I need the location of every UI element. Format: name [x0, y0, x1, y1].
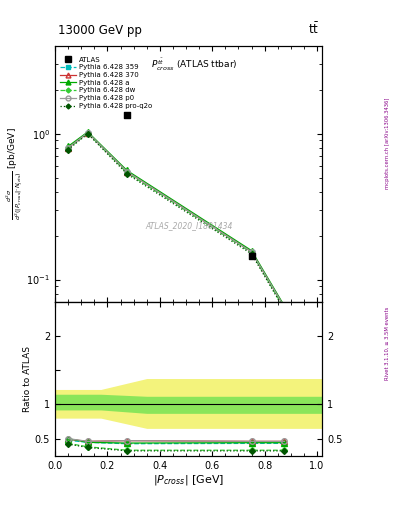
Legend: ATLAS, Pythia 6.428 359, Pythia 6.428 370, Pythia 6.428 a, Pythia 6.428 dw, Pyth: ATLAS, Pythia 6.428 359, Pythia 6.428 37…	[58, 54, 154, 112]
Text: 13000 GeV pp: 13000 GeV pp	[58, 24, 141, 37]
Pythia 6.428 dw	[282, 306, 286, 312]
Pythia 6.428 dw	[249, 249, 254, 255]
Pythia 6.428 pro-q2o	[282, 307, 286, 313]
Pythia 6.428 a	[249, 247, 254, 253]
Line: Pythia 6.428 370: Pythia 6.428 370	[65, 130, 287, 310]
Pythia 6.428 p0	[249, 249, 254, 255]
Pythia 6.428 pro-q2o	[85, 131, 90, 137]
Pythia 6.428 359	[282, 304, 286, 310]
Pythia 6.428 a	[282, 303, 286, 309]
Text: t$\bar{\rm t}$: t$\bar{\rm t}$	[309, 22, 320, 37]
Pythia 6.428 359	[125, 168, 129, 175]
Pythia 6.428 p0	[282, 304, 286, 310]
Pythia 6.428 359	[85, 130, 90, 136]
Pythia 6.428 pro-q2o	[125, 171, 129, 177]
Pythia 6.428 pro-q2o	[66, 146, 70, 153]
Text: Rivet 3.1.10, ≥ 3.5M events: Rivet 3.1.10, ≥ 3.5M events	[385, 306, 389, 380]
Pythia 6.428 359	[66, 145, 70, 151]
Text: ATLAS_2020_I1801434: ATLAS_2020_I1801434	[145, 221, 232, 230]
Pythia 6.428 p0	[85, 130, 90, 136]
X-axis label: $|P_{cross}|$ [GeV]: $|P_{cross}|$ [GeV]	[153, 473, 224, 487]
Pythia 6.428 dw	[85, 130, 90, 136]
Pythia 6.428 370	[282, 304, 286, 310]
Pythia 6.428 dw	[125, 169, 129, 176]
Pythia 6.428 a	[85, 129, 90, 135]
Y-axis label: $\frac{d^2\sigma}{d^2(|P_{cross}|\!\cdot\!N_{jets})}$ [pb/GeV]: $\frac{d^2\sigma}{d^2(|P_{cross}|\!\cdot…	[4, 127, 25, 221]
Y-axis label: Ratio to ATLAS: Ratio to ATLAS	[23, 346, 32, 412]
Pythia 6.428 359	[249, 249, 254, 255]
Pythia 6.428 p0	[125, 168, 129, 175]
Pythia 6.428 370	[125, 168, 129, 175]
Text: mcplots.cern.ch [arXiv:1306.3436]: mcplots.cern.ch [arXiv:1306.3436]	[385, 98, 389, 189]
Pythia 6.428 370	[66, 145, 70, 151]
Point	[124, 111, 130, 119]
Pythia 6.428 p0	[66, 145, 70, 151]
Line: Pythia 6.428 359: Pythia 6.428 359	[66, 131, 286, 309]
Pythia 6.428 pro-q2o	[249, 251, 254, 257]
Pythia 6.428 dw	[66, 145, 70, 152]
Line: Pythia 6.428 a: Pythia 6.428 a	[65, 129, 287, 309]
Line: Pythia 6.428 pro-q2o: Pythia 6.428 pro-q2o	[66, 132, 286, 312]
Text: $P^{t\bar{t}}_{cross}$ (ATLAS ttbar): $P^{t\bar{t}}_{cross}$ (ATLAS ttbar)	[151, 56, 237, 73]
Line: Pythia 6.428 dw: Pythia 6.428 dw	[66, 131, 286, 311]
Pythia 6.428 a	[66, 143, 70, 150]
Pythia 6.428 a	[125, 167, 129, 174]
Pythia 6.428 370	[85, 130, 90, 136]
Line: Pythia 6.428 p0: Pythia 6.428 p0	[65, 130, 287, 310]
Pythia 6.428 370	[249, 249, 254, 255]
Point	[248, 252, 255, 260]
